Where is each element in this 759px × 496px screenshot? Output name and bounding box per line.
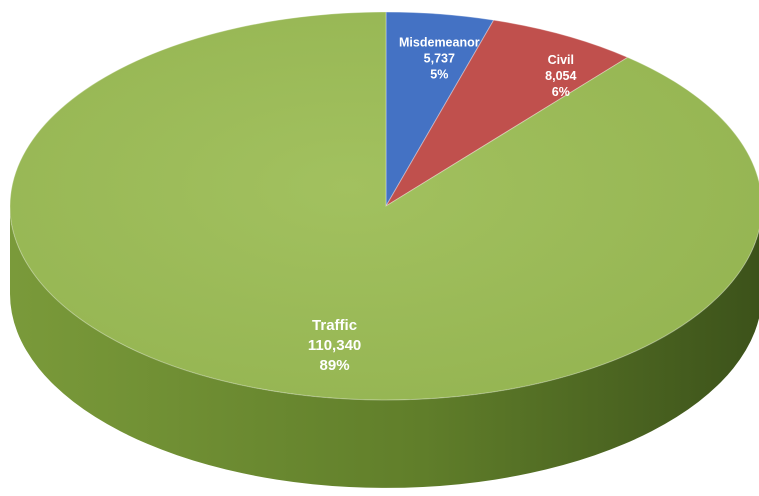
data-label-misdemeanor: Misdemeanor 5,737 5%	[399, 36, 480, 82]
data-label-traffic: Traffic 110,340 89%	[308, 317, 361, 374]
pie-top-layer	[9, 11, 759, 401]
pie-slice-civil	[385, 19, 629, 207]
pie-slice-misdemeanor	[385, 11, 495, 208]
pie-slice-traffic	[9, 11, 759, 401]
data-label-civil-percent: 6%	[552, 85, 570, 99]
pie-label-layer: Misdemeanor 5,737 5% Civil 8,054 6% Traffic 110…	[308, 36, 577, 374]
data-label-traffic-name: Traffic	[312, 317, 357, 334]
data-label-civil-name: Civil	[548, 53, 574, 67]
data-label-civil: Civil 8,054 6%	[545, 53, 576, 99]
data-label-misdemeanor-name: Misdemeanor	[399, 36, 480, 50]
data-label-misdemeanor-value: 5,737	[424, 52, 455, 66]
data-label-civil-value: 8,054	[545, 69, 576, 83]
pie-side-traffic	[10, 206, 759, 488]
data-label-traffic-percent: 89%	[320, 357, 350, 374]
data-label-traffic-value: 110,340	[308, 337, 361, 354]
data-label-misdemeanor-percent: 5%	[430, 68, 448, 82]
pie-side-layer	[10, 206, 759, 488]
